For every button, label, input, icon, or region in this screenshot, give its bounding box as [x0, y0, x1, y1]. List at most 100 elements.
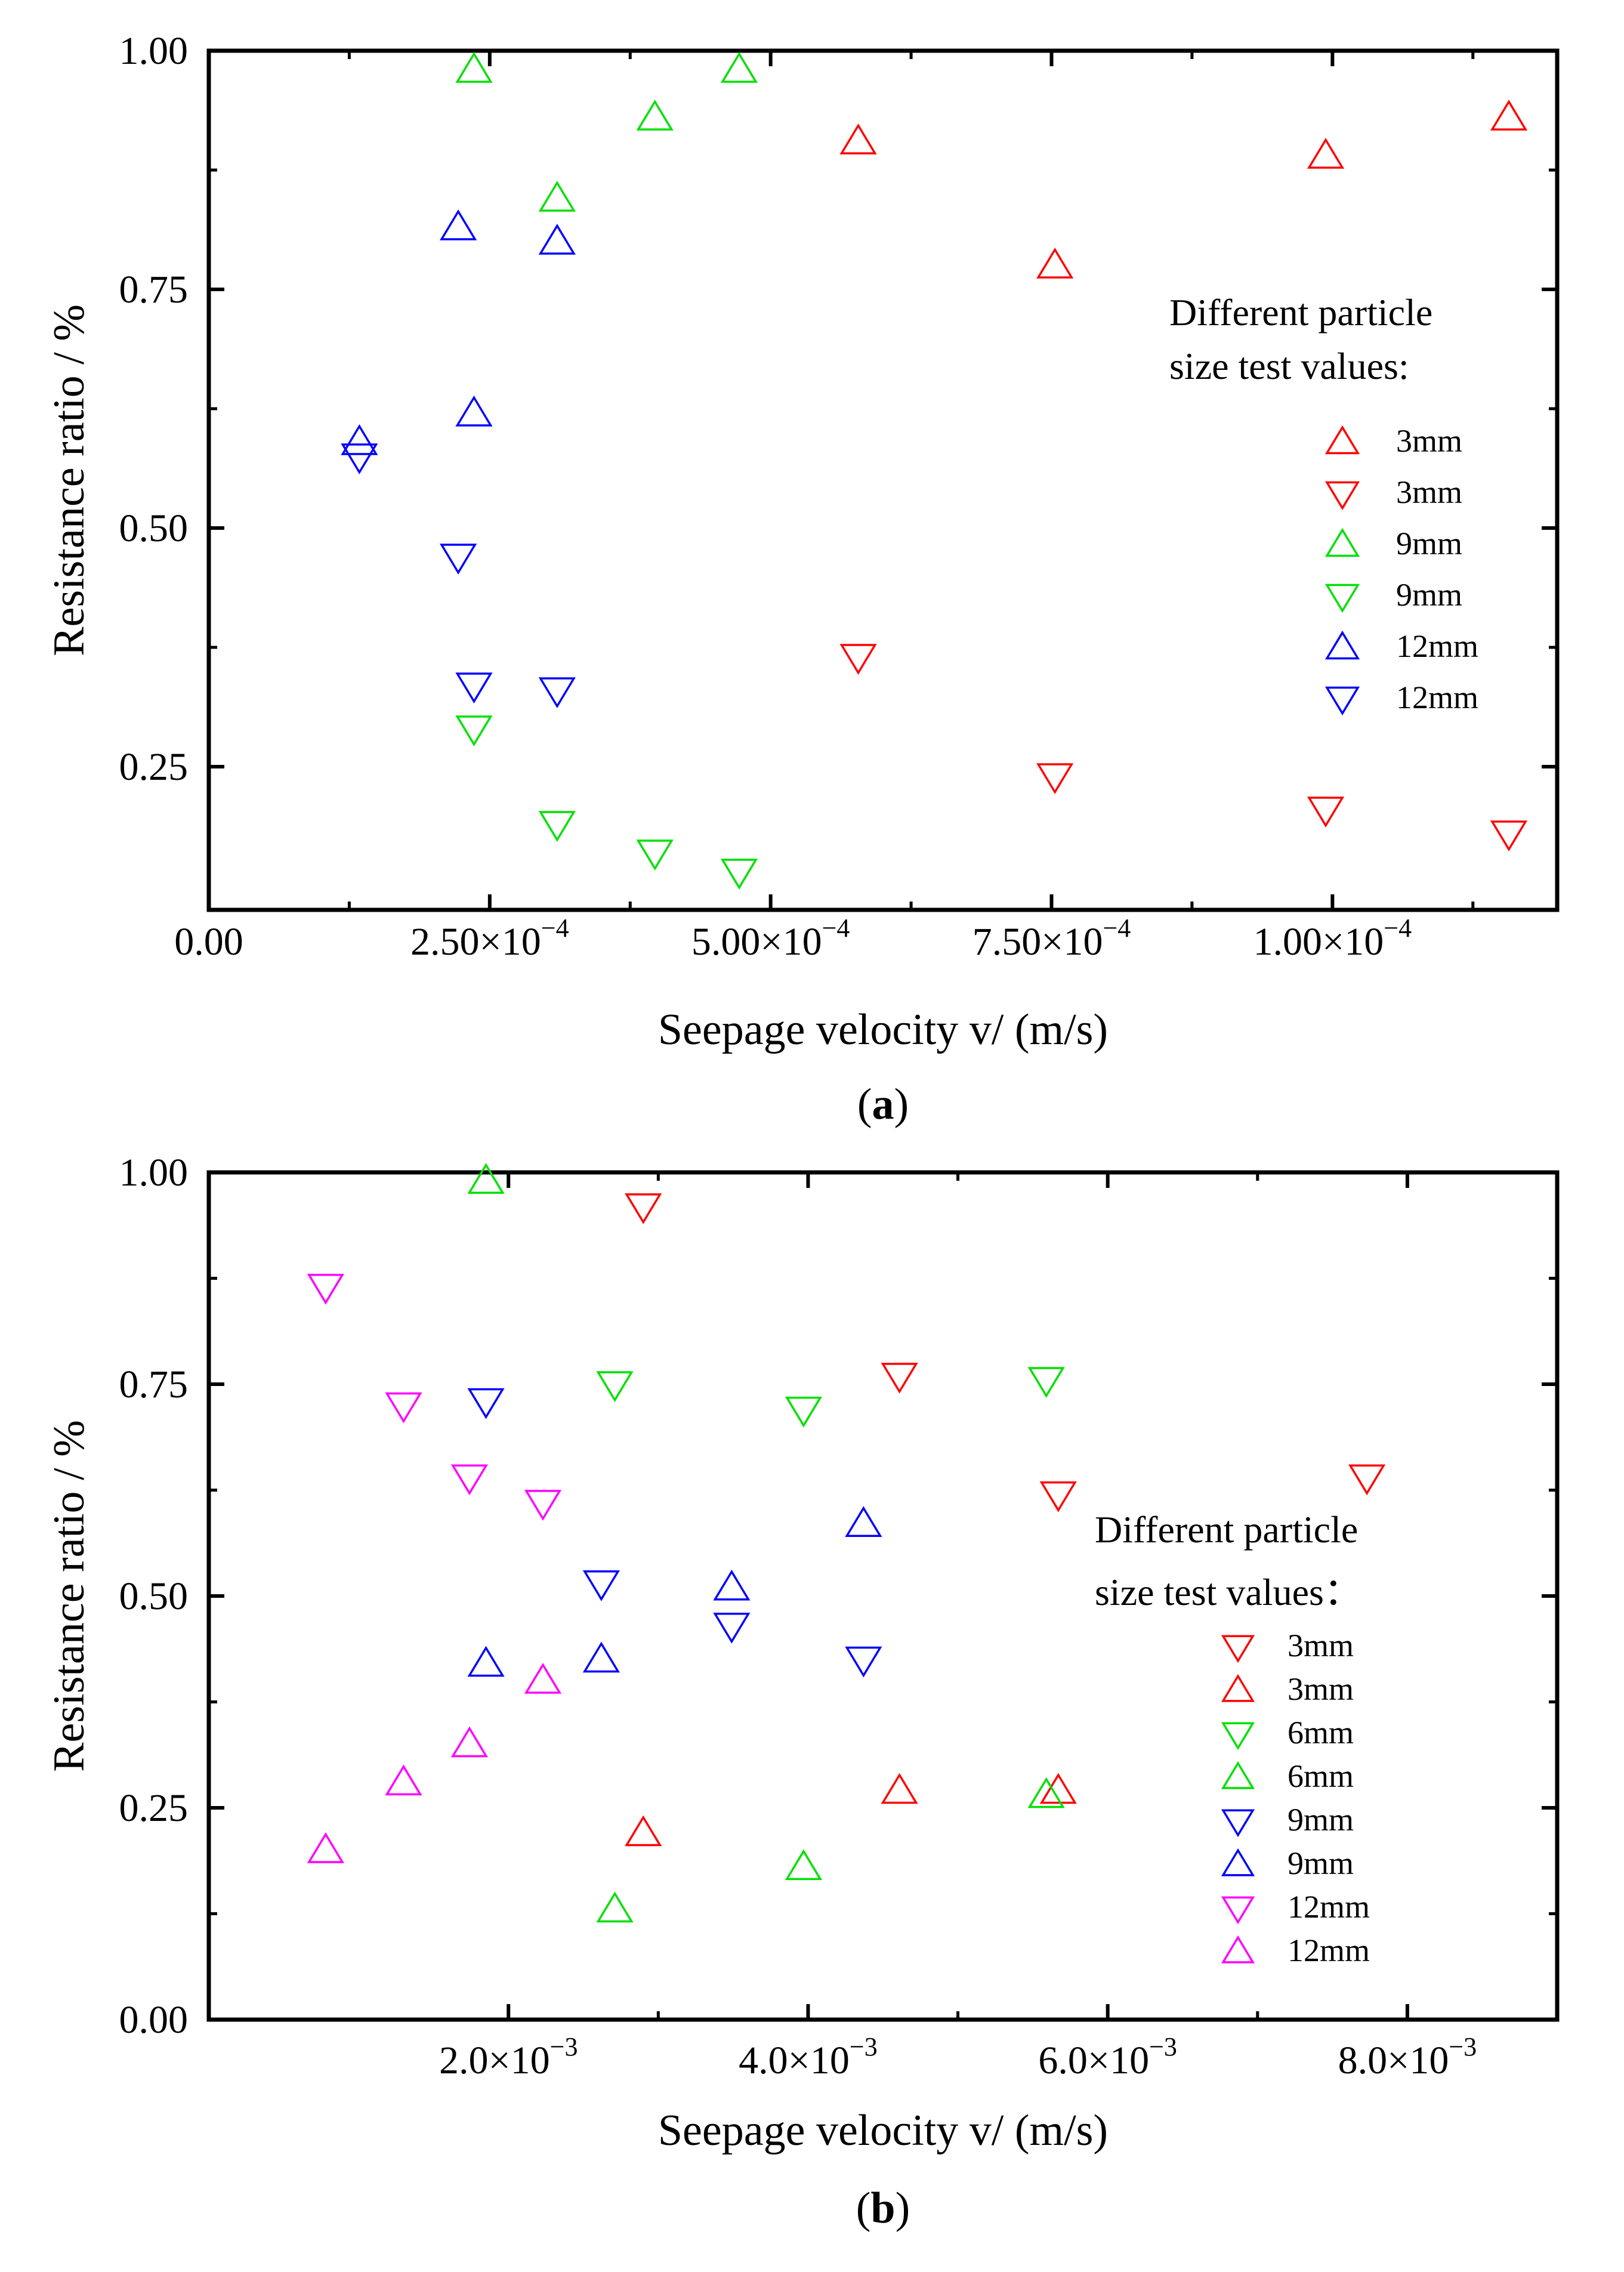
caption-close-paren: ): [896, 2184, 910, 2233]
data-point: [713, 1569, 751, 1601]
data-point: [596, 1371, 634, 1402]
x-tick-mantissa: 2.0×10: [439, 2039, 550, 2082]
panel-caption: (a): [857, 1080, 909, 1129]
data-point: [1036, 248, 1074, 279]
y-tick-label: 0.75: [119, 268, 189, 311]
legend-marker: [1324, 686, 1360, 716]
legend-title-line-2: size test values:: [1169, 345, 1409, 387]
y-tick-label: 1.00: [119, 29, 189, 73]
legend-marker: [1221, 1635, 1255, 1663]
x-tick-exponent: −4: [1384, 913, 1412, 943]
data-point: [450, 1464, 489, 1496]
x-axis-title: Seepage velocity v/ (m/s): [658, 1005, 1108, 1054]
data-point: [524, 1490, 562, 1521]
legend: Different particle size test values： 3mm 3m…: [1095, 1508, 1370, 1968]
plot-frame: [206, 48, 1560, 912]
legend-label: 9mm: [1288, 1802, 1354, 1838]
data-point: [385, 1764, 422, 1796]
chart-panel-b: 0.000.250.500.751.002.0×10−3 4.0×10−3 6.0×…: [45, 1151, 1560, 2233]
series-12mm-triangle-up: [341, 209, 576, 455]
data-point: [1039, 1481, 1077, 1512]
legend-label: 12mm: [1396, 680, 1478, 715]
data-point: [1348, 1464, 1386, 1496]
series-3mm-triangle-down: [625, 1193, 1386, 1512]
series-9mm-triangle-up: [455, 52, 758, 212]
data-point: [1307, 138, 1345, 169]
series-12mm-triangle-down: [341, 443, 576, 708]
legend: Different particle size test values: 3mm 3m…: [1169, 291, 1478, 716]
data-point: [538, 811, 576, 842]
legend-label: 3mm: [1396, 423, 1462, 459]
series-12mm-triangle-down: [307, 1274, 562, 1521]
data-point: [839, 124, 877, 155]
data-point: [596, 1891, 634, 1923]
x-tick-mantissa: 8.0×10: [1338, 2039, 1449, 2082]
data-point: [341, 443, 378, 474]
legend-label: 12mm: [1288, 1889, 1370, 1925]
data-point: [385, 1392, 422, 1424]
series-3mm-triangle-down: [839, 644, 1528, 851]
series-6mm-triangle-down: [596, 1367, 1065, 1428]
data-point: [455, 672, 493, 703]
data-point: [720, 859, 758, 890]
y-tick-label: 0.00: [119, 1998, 189, 2042]
y-tick-label: 0.50: [119, 1575, 189, 1618]
caption-letter: b: [870, 2184, 895, 2233]
x-tick-label: 4.0×10−3: [739, 2032, 878, 2082]
data-point: [1490, 100, 1528, 131]
data-point: [1027, 1367, 1065, 1398]
series-3mm-triangle-up: [625, 1773, 1077, 1847]
x-tick-mantissa: 2.50×10: [410, 920, 541, 964]
series-6mm-triangle-up: [467, 1163, 1065, 1923]
x-tick-exponent: −4: [1103, 913, 1131, 943]
legend-label: 3mm: [1288, 1671, 1354, 1707]
x-tick-exponent: −3: [1449, 2032, 1477, 2061]
y-axis-title: Resistance ratio / %: [45, 304, 94, 656]
x-tick-mantissa: 4.0×10: [739, 2039, 850, 2082]
legend-title-line-1: Different particle: [1095, 1508, 1358, 1551]
caption-open-paren: (: [856, 2184, 871, 2233]
panel-caption: (b): [856, 2184, 910, 2233]
data-point: [538, 181, 576, 212]
x-tick-exponent: −3: [1149, 2032, 1177, 2061]
legend-label: 9mm: [1288, 1845, 1354, 1881]
data-point: [720, 52, 758, 83]
series-3mm-triangle-up: [839, 100, 1528, 279]
data-point: [455, 52, 493, 83]
y-tick-label: 0.25: [119, 1786, 189, 1830]
legend-label: 6mm: [1288, 1715, 1354, 1751]
data-point: [467, 1646, 505, 1677]
legend-label: 6mm: [1288, 1758, 1354, 1794]
data-point: [440, 209, 477, 240]
x-tick-label: 8.0×10−3: [1338, 2032, 1477, 2082]
series-9mm-triangle-up: [467, 1506, 882, 1677]
legend-marker: [1324, 527, 1360, 557]
series-9mm-triangle-down: [467, 1388, 882, 1678]
x-tick-mantissa: 0.00: [174, 920, 243, 964]
legend-marker: [1324, 584, 1360, 613]
legend-label: 3mm: [1288, 1628, 1354, 1663]
caption-letter: a: [872, 1080, 894, 1129]
legend-title-line-2: size test values：: [1095, 1571, 1362, 1613]
data-point: [1027, 1777, 1065, 1808]
data-point: [845, 1646, 882, 1678]
data-point: [450, 1726, 489, 1758]
x-tick-mantissa: 6.0×10: [1038, 2039, 1149, 2082]
data-point: [455, 715, 493, 746]
data-point: [538, 224, 576, 255]
data-point: [524, 1663, 562, 1694]
x-tick-mantissa: 7.50×10: [972, 920, 1103, 964]
data-point: [467, 1388, 505, 1419]
data-point: [636, 100, 674, 131]
x-tick-exponent: −4: [822, 913, 850, 943]
x-tick-exponent: −3: [550, 2032, 578, 2061]
data-point: [467, 1163, 505, 1194]
series-9mm-triangle-down: [455, 715, 758, 890]
legend-marker: [1221, 1722, 1255, 1751]
y-tick-label: 0.50: [119, 507, 189, 550]
data-point: [307, 1832, 344, 1863]
data-point: [625, 1193, 662, 1224]
y-tick-label: 0.75: [119, 1363, 189, 1406]
legend-label: 9mm: [1396, 577, 1462, 613]
